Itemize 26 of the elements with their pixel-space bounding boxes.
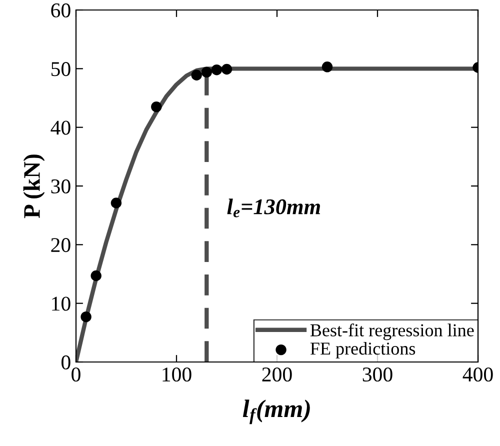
- legend-label: FE predictions: [310, 342, 416, 358]
- y-tick-label: 10: [52, 296, 70, 311]
- point: [80, 311, 92, 322]
- y-tick-label: 60: [51, 3, 70, 18]
- y-tick-label: 50: [52, 62, 70, 76]
- legend-label: Best-fit regression line: [310, 323, 474, 340]
- annotation: l$_{e}$=130mm: [227, 198, 320, 218]
- x-axis-title: l$_{f}$(mm): [242, 400, 310, 424]
- x-tick-label: 0: [72, 367, 80, 382]
- point: [221, 64, 232, 75]
- y-tick-label: 40: [50, 120, 70, 135]
- point: [151, 101, 162, 112]
- point: [90, 270, 102, 282]
- y-tick-label: 30: [51, 179, 70, 194]
- point: [191, 70, 202, 80]
- point: [322, 62, 333, 72]
- point: [201, 66, 212, 78]
- x-tick-label: 100: [162, 367, 192, 382]
- y-axis-title: P (kN): [23, 154, 45, 218]
- x-tick-label: 200: [262, 367, 292, 382]
- point: [110, 198, 122, 208]
- y-tick-label: 0: [62, 355, 70, 370]
- y-tick-label: 20: [51, 238, 70, 252]
- x-tick-label: 400: [462, 367, 493, 382]
- x-tick-label: 300: [362, 367, 392, 382]
- point: [211, 64, 222, 76]
